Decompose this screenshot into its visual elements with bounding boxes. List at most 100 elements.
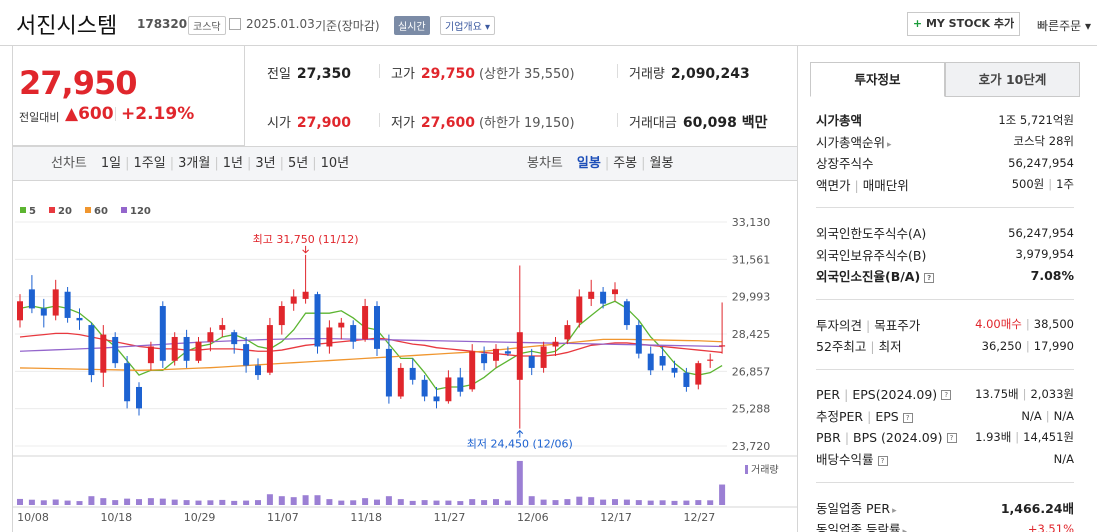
tabs: 투자정보 호가 10단계 [810, 62, 1080, 97]
info-icon: ? [902, 412, 913, 423]
mystock-button[interactable]: + MY STOCK 추가 [907, 12, 1020, 36]
volume-bar [504, 500, 511, 505]
tab[interactable]: 투자정보 [810, 62, 945, 97]
low-arrow [516, 429, 524, 438]
divider [379, 64, 380, 78]
line-chart-label: 선차트 [51, 156, 87, 171]
separator: | [866, 317, 871, 333]
chart-toolbar: 선차트 1일 | 1주일 | 3개월 | 1년 | 3년 | 5년 | 10년 봉차트 일봉 | 주봉 | 월봉 [12, 146, 798, 181]
low-annotation: 최저 24,450 (12/06) [467, 438, 573, 451]
company-text: 기업개요 [445, 22, 482, 33]
period-button[interactable]: 5년 [287, 156, 309, 171]
label-text: 시가총액순위 [816, 134, 886, 150]
candle-body [171, 336, 178, 361]
calendar-icon [229, 18, 241, 30]
volume-bar [40, 500, 47, 505]
volume-bar [314, 495, 321, 505]
candle-body [397, 367, 404, 397]
tab[interactable]: 호가 10단계 [945, 62, 1080, 97]
candle-body [683, 372, 690, 387]
candle-body [326, 327, 333, 347]
candle-body [28, 289, 35, 309]
volume-bar [623, 499, 630, 505]
row-value: 코스닥 28위 [1013, 133, 1074, 149]
volume-bar [76, 501, 83, 505]
summary-value: 27,600 [420, 115, 475, 131]
candle-body [100, 334, 107, 373]
summary-label: 거래량 [629, 67, 665, 82]
value-text: 1.93배 [975, 430, 1012, 445]
chart-frame [12, 181, 798, 532]
volume-bar [100, 498, 107, 505]
info-row: 액면가 | 매매단위 500원 | 1주 [816, 174, 1074, 196]
period-button[interactable]: 1주일 [133, 156, 166, 171]
info-row: PER | EPS(2024.09)? 13.75배 | 2,033원 [816, 384, 1074, 406]
candle-button[interactable]: 일봉 [576, 156, 601, 171]
volume-bar [112, 500, 119, 505]
row-value: N/A [1054, 452, 1074, 466]
volume-bar [707, 500, 714, 505]
row-label: 시가총액 [816, 110, 862, 129]
x-tick-label: 10/08 [17, 511, 49, 524]
period-button[interactable]: 3년 [255, 156, 276, 171]
candle-body [504, 351, 511, 354]
volume-bar [183, 500, 190, 505]
candle-body [457, 377, 464, 392]
summary-value: 60,098 백만 [682, 115, 768, 131]
section: 외국인한도주식수(A) 56,247,954 외국인보유주식수(B) 3,979,95… [816, 208, 1074, 300]
candle-body [159, 306, 166, 361]
high-annotation: 최고 31,750 (11/12) [253, 233, 359, 246]
period-button[interactable]: 3개월 [178, 156, 211, 171]
volume-bar [362, 498, 369, 505]
info-icon: ? [946, 433, 957, 444]
label-text: PBR [816, 429, 841, 445]
candle-body [409, 367, 416, 380]
quick-order[interactable]: 빠른주문 ▾ [1037, 19, 1092, 33]
candle-body [302, 291, 309, 299]
candle-body [278, 306, 285, 326]
volume-bar [647, 500, 654, 505]
volume-bar [528, 496, 535, 505]
separator: | [604, 156, 610, 171]
period-button[interactable]: 10년 [320, 156, 350, 171]
row-label: 추정PER | EPS? [816, 406, 913, 425]
label-text: 액면가 [816, 177, 851, 193]
candle-button[interactable]: 월봉 [649, 156, 674, 171]
volume-bar [397, 499, 404, 505]
info-icon: ? [924, 272, 935, 283]
separator: | [854, 177, 859, 193]
separator: | [1025, 317, 1030, 332]
candle-button[interactable]: 주봉 [613, 156, 638, 171]
volume-bar [421, 500, 428, 505]
separator: | [1048, 177, 1053, 192]
summary-value: 29,750 [420, 66, 475, 82]
company-button[interactable]: 기업개요 ▾ [440, 16, 496, 35]
period-button[interactable]: 1일 [100, 156, 122, 171]
volume-bar [64, 500, 71, 505]
sections: 시가총액 1조 5,721억원 시가총액순위 ▸ 코스닥 28위 상장주식수 56,247,… [810, 97, 1080, 532]
candle-body [612, 289, 618, 295]
label-text: 동일업종 PER [816, 500, 891, 516]
candle-body [362, 306, 369, 340]
candle-body [576, 296, 583, 323]
info-row: 상장주식수 56,247,954 [816, 152, 1074, 174]
summary-value: 27,900 [296, 115, 351, 131]
y-tick-label: 31,561 [732, 253, 771, 266]
period-button[interactable]: 1년 [222, 156, 243, 171]
candle-body [290, 296, 297, 304]
summary: 전일 27,350 고가 29,750 (상한가 35,550) 거래량 2,090,243… [245, 46, 798, 146]
label-text: 추정PER [816, 409, 864, 425]
value-text: +3.51% [1027, 521, 1074, 532]
volume-bar [671, 500, 678, 505]
row-label: 배당수익률? [816, 449, 888, 468]
candle-body [112, 336, 119, 364]
realtime-button[interactable]: 실시간 [394, 16, 430, 35]
row-label: 시가총액순위 ▸ [816, 132, 892, 151]
value-text: N/A [1053, 408, 1074, 423]
value-text: 56,247,954 [1008, 155, 1074, 170]
info-icon: ? [941, 390, 952, 401]
volume-bar [635, 500, 642, 505]
candle-body [147, 346, 154, 364]
